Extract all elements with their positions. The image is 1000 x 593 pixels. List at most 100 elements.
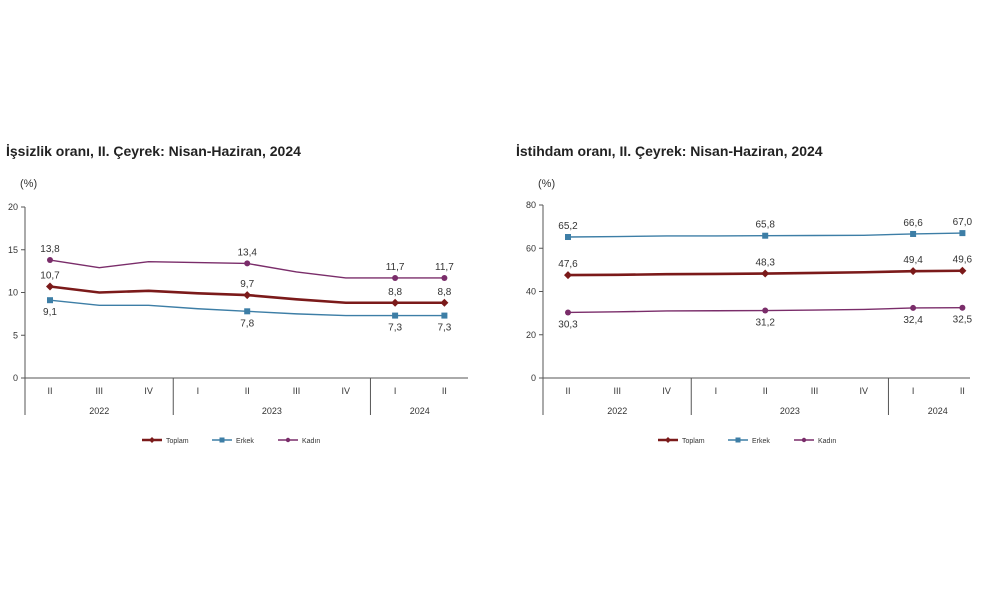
x-tick-label: III [293, 386, 301, 396]
data-label: 31,2 [755, 318, 775, 329]
data-label: 13,8 [40, 244, 60, 255]
y-tick-label: 80 [526, 200, 536, 210]
data-point [565, 309, 571, 316]
data-label: 67,0 [953, 217, 973, 228]
legend-marker [801, 437, 807, 443]
year-group-label: 2024 [928, 406, 948, 416]
legend-label: Toplam [682, 438, 705, 445]
x-tick-label: III [614, 386, 622, 396]
data-label: 66,6 [903, 218, 923, 229]
data-point [565, 234, 571, 241]
x-tick-label: I [912, 386, 915, 396]
y-unit-label: (%) [538, 178, 555, 190]
data-point [244, 260, 251, 267]
year-group-label: 2023 [780, 406, 800, 416]
x-tick-label: I [394, 386, 397, 396]
data-label: 10,7 [40, 271, 60, 282]
x-tick-label: IV [662, 386, 671, 396]
data-point [46, 282, 54, 291]
data-point [959, 304, 966, 311]
x-tick-label: II [47, 386, 52, 396]
x-tick-label: II [763, 386, 768, 396]
data-point [391, 298, 400, 307]
data-point [762, 307, 769, 314]
data-point [564, 271, 572, 280]
data-label: 49,6 [953, 255, 973, 266]
data-label: 9,1 [43, 307, 57, 318]
data-point [243, 291, 252, 300]
x-tick-label: II [442, 386, 447, 396]
data-label: 11,7 [386, 262, 405, 273]
data-label: 7,3 [437, 323, 451, 334]
data-label: 32,4 [903, 315, 923, 326]
legend-marker [665, 437, 671, 443]
legend-label: Erkek [236, 438, 254, 445]
data-label: 65,2 [558, 221, 578, 232]
x-tick-label: I [197, 386, 200, 396]
data-label: 47,6 [558, 259, 578, 270]
y-unit-label: (%) [20, 178, 37, 190]
legend-marker [735, 437, 741, 443]
x-tick-label: IV [342, 386, 351, 396]
data-label: 49,4 [903, 255, 923, 266]
x-tick-label: II [565, 386, 570, 396]
data-point [392, 312, 399, 319]
employment-chart-panel: İstihdam oranı, II. Çeyrek: Nisan-Hazira… [500, 0, 1000, 593]
data-label: 7,3 [388, 323, 402, 334]
x-tick-label: IV [144, 386, 153, 396]
y-tick-label: 20 [526, 330, 536, 340]
legend-marker [219, 437, 225, 443]
year-group-label: 2023 [262, 406, 282, 416]
legend-label: Kadın [818, 438, 836, 445]
data-point [392, 274, 399, 281]
chart-title: İşsizlik oranı, II. Çeyrek: Nisan-Hazira… [6, 143, 301, 159]
data-point [441, 274, 448, 281]
data-point [959, 230, 966, 237]
data-label: 9,7 [240, 279, 254, 290]
legend-marker [149, 437, 155, 443]
data-point [441, 312, 448, 319]
data-label: 30,3 [558, 319, 578, 330]
legend-marker [285, 437, 291, 443]
x-tick-label: II [960, 386, 965, 396]
x-tick-label: II [245, 386, 250, 396]
data-label: 7,8 [240, 318, 254, 329]
y-tick-label: 5 [13, 330, 18, 340]
y-tick-label: 20 [8, 202, 18, 212]
x-tick-label: III [96, 386, 104, 396]
x-tick-label: III [811, 386, 819, 396]
data-point [244, 308, 251, 315]
data-point [440, 298, 449, 307]
data-label: 48,3 [755, 258, 775, 269]
y-tick-label: 60 [526, 243, 536, 253]
x-tick-label: IV [860, 386, 869, 396]
data-label: 8,8 [388, 287, 402, 298]
year-group-label: 2022 [89, 406, 109, 416]
data-point [47, 257, 53, 264]
data-point [910, 230, 917, 237]
legend-label: Toplam [166, 438, 189, 445]
year-group-label: 2024 [410, 406, 430, 416]
y-tick-label: 15 [8, 245, 18, 255]
y-tick-label: 0 [13, 373, 18, 383]
data-point [47, 297, 53, 304]
y-tick-label: 0 [531, 373, 536, 383]
data-point [958, 266, 967, 275]
x-tick-label: I [715, 386, 718, 396]
data-point [909, 267, 918, 276]
legend-label: Kadın [302, 438, 320, 445]
data-label: 11,7 [435, 262, 454, 273]
data-label: 13,4 [237, 247, 257, 258]
y-tick-label: 10 [8, 288, 18, 298]
chart-title: İstihdam oranı, II. Çeyrek: Nisan-Hazira… [516, 143, 823, 159]
data-point [762, 232, 769, 239]
year-group-label: 2022 [607, 406, 627, 416]
data-point [761, 269, 770, 278]
y-tick-label: 40 [526, 287, 536, 297]
legend-label: Erkek [752, 438, 770, 445]
data-label: 65,8 [755, 220, 775, 231]
data-label: 8,8 [437, 287, 451, 298]
data-label: 32,5 [953, 315, 973, 326]
